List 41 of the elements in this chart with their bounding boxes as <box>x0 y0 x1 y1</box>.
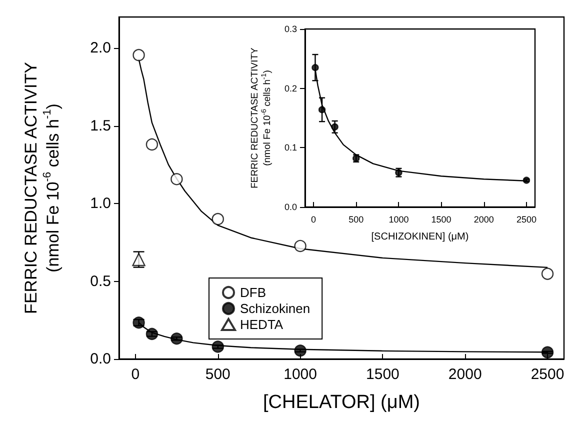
x-tick-label: 0 <box>311 214 316 224</box>
y-tick-label: 2.0 <box>90 40 111 57</box>
legend-label: DFB <box>240 285 266 300</box>
y-tick-label: 0.1 <box>284 142 297 153</box>
x-tick-label: 0 <box>131 366 140 383</box>
point <box>146 138 158 151</box>
x-tick-label: 500 <box>205 366 230 383</box>
x-axis-title: [CHELATOR] (μM) <box>263 392 420 413</box>
x-tick-label: 2500 <box>530 366 564 383</box>
y-tick-label: 0.2 <box>284 83 297 94</box>
x-tick-label: 2000 <box>474 214 494 224</box>
point <box>331 123 338 130</box>
x-tick-label: 1500 <box>366 366 400 383</box>
point <box>294 344 306 357</box>
legend-label: HEDTA <box>240 317 284 332</box>
point <box>318 106 326 114</box>
legend-label: Schizokinen <box>240 301 310 316</box>
x-tick-label: 2500 <box>516 214 536 224</box>
x-tick-label: 2000 <box>448 366 482 383</box>
point <box>541 268 554 280</box>
point <box>212 340 224 353</box>
point <box>294 240 306 252</box>
y-tick-label: 0.5 <box>90 272 111 290</box>
point <box>170 332 183 345</box>
y-tick-label: 1.0 <box>90 195 111 212</box>
point <box>312 64 319 72</box>
point <box>132 316 145 329</box>
x-tick-label: 1500 <box>431 214 452 224</box>
x-axis-title: [SCHIZOKINEN] (μM) <box>371 232 469 242</box>
y-tick-label: 0.3 <box>284 24 297 34</box>
y-tick-label: 0.0 <box>284 202 297 212</box>
point <box>132 48 145 62</box>
point <box>212 212 224 226</box>
point <box>146 328 158 340</box>
x-tick-label: 1000 <box>284 366 317 383</box>
x-tick-label: 500 <box>348 214 364 224</box>
y-tick-label: 1.5 <box>90 117 111 134</box>
y-tick-label: 0.0 <box>90 350 111 368</box>
point <box>541 346 554 358</box>
x-tick-label: 1000 <box>388 214 409 224</box>
point <box>170 173 183 186</box>
